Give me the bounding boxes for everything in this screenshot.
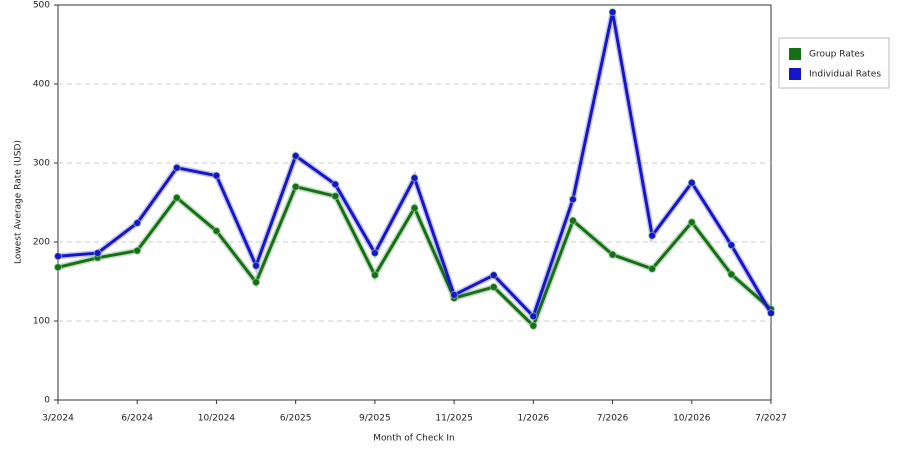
y-tick-label: 300 — [33, 159, 50, 169]
legend-label: Group Rates — [809, 50, 865, 60]
data-point — [172, 163, 181, 172]
data-point — [291, 151, 300, 160]
data-point — [648, 231, 657, 240]
data-point — [410, 204, 419, 213]
data-point — [172, 193, 181, 202]
y-tick-label: 100 — [33, 317, 50, 327]
x-tick-label: 7/2027 — [755, 414, 787, 424]
x-tick-label: 3/2024 — [42, 414, 74, 424]
data-point — [133, 246, 142, 255]
x-tick-label: 7/2026 — [597, 414, 629, 424]
data-point — [54, 263, 62, 272]
y-axis-label: Lowest Average Rate (USD) — [14, 140, 24, 264]
legend-swatch — [789, 68, 801, 80]
data-point — [133, 219, 142, 228]
data-point — [529, 312, 538, 321]
data-point — [93, 249, 102, 258]
data-point — [687, 178, 696, 187]
y-tick-label: 500 — [33, 1, 50, 11]
plot-area — [57, 4, 772, 401]
y-tick-label: 0 — [44, 396, 50, 406]
data-point — [568, 195, 577, 204]
x-tick-label: 11/2025 — [435, 414, 472, 424]
data-point — [212, 226, 221, 235]
data-point — [450, 290, 459, 299]
legend-box — [778, 37, 890, 89]
data-point — [489, 271, 498, 280]
data-point — [608, 250, 617, 259]
x-tick-label: 9/2025 — [359, 414, 391, 424]
data-point — [370, 271, 379, 280]
data-point — [727, 270, 736, 279]
data-point — [489, 283, 498, 292]
legend-label: Individual Rates — [809, 70, 881, 80]
y-tick-label: 200 — [33, 238, 50, 248]
data-point — [568, 216, 577, 225]
data-point — [370, 249, 379, 258]
x-tick-label: 6/2025 — [280, 414, 312, 424]
data-point — [212, 171, 221, 180]
x-tick-label: 1/2026 — [517, 414, 549, 424]
data-point — [727, 241, 736, 250]
data-point — [529, 321, 538, 330]
x-tick-label: 6/2024 — [121, 414, 153, 424]
data-point — [608, 8, 617, 17]
x-tick-label: 10/2026 — [673, 414, 711, 424]
data-point — [291, 182, 300, 191]
data-point — [252, 261, 261, 270]
data-point — [767, 309, 775, 318]
data-point — [331, 192, 340, 201]
data-point — [331, 180, 340, 189]
x-tick-label: 10/2024 — [198, 414, 236, 424]
data-point — [410, 174, 419, 183]
data-point — [252, 278, 261, 287]
x-axis-label: Month of Check In — [373, 434, 455, 444]
data-point — [54, 252, 62, 261]
data-point — [648, 264, 657, 273]
y-tick-label: 400 — [33, 80, 50, 90]
legend-swatch — [789, 48, 801, 60]
data-point — [687, 218, 696, 227]
